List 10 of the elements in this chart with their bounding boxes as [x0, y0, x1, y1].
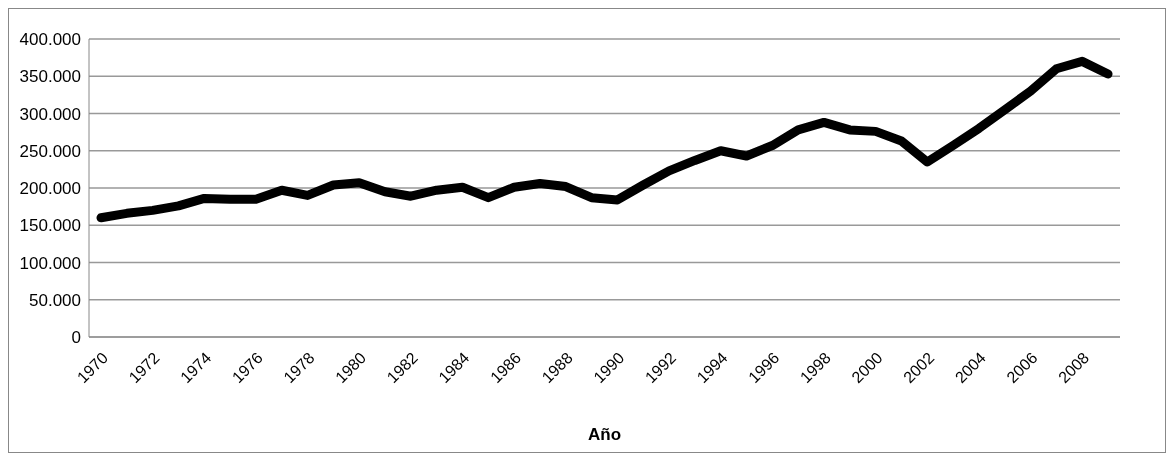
y-tick-label: 100.000: [19, 253, 81, 273]
x-axis-title: Año: [587, 425, 622, 444]
y-tick-label: 300.000: [19, 104, 81, 124]
y-tick-label: 200.000: [19, 179, 81, 199]
y-tick-label: 0: [71, 328, 81, 348]
y-tick-label: 350.000: [19, 67, 81, 87]
y-tick-label: 400.000: [19, 30, 81, 50]
y-tick-label: 50.000: [29, 290, 81, 310]
y-tick-label: 150.000: [19, 216, 81, 236]
y-tick-label: 250.000: [19, 141, 81, 161]
